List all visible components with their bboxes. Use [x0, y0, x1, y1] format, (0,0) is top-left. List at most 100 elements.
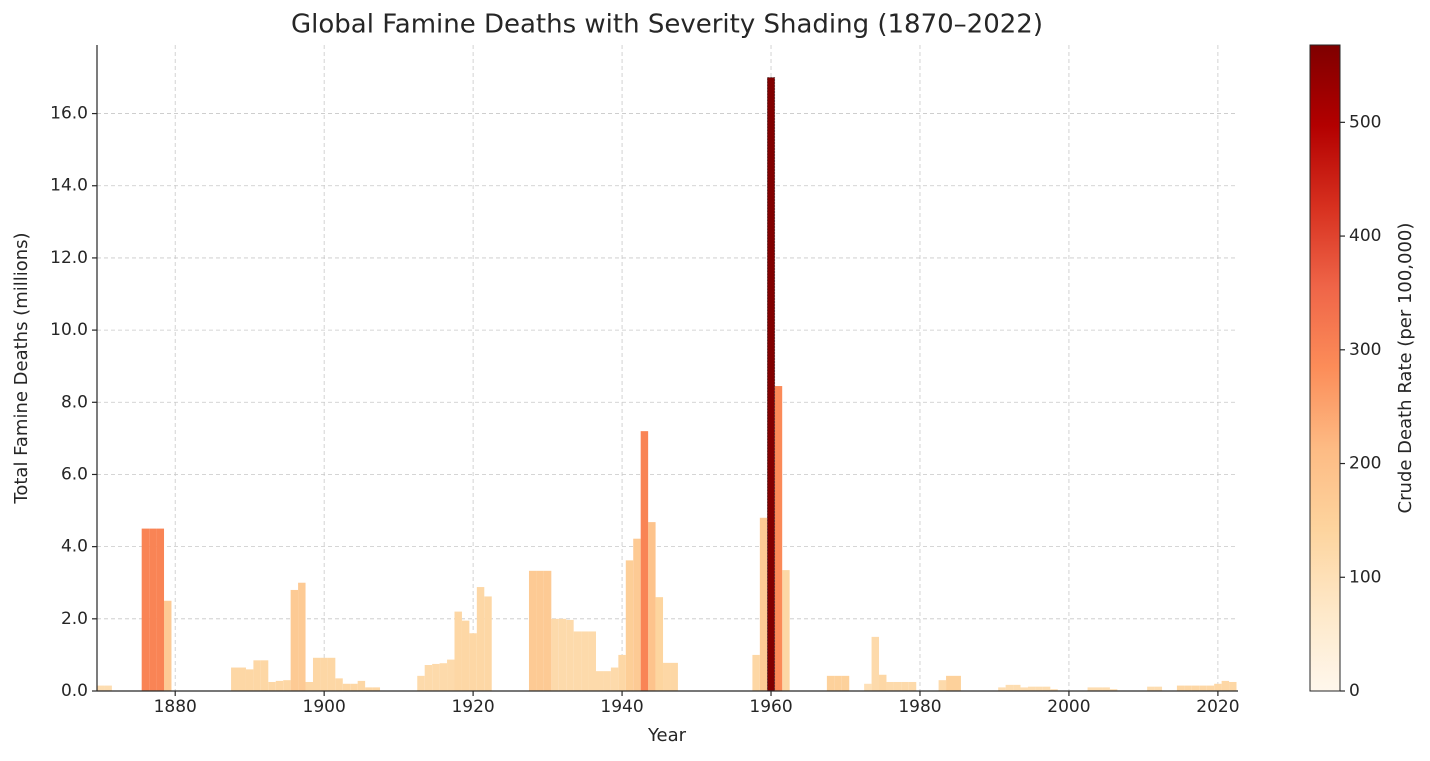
x-tick-label: 1920	[451, 697, 494, 717]
bar	[588, 631, 597, 691]
bar	[298, 582, 306, 691]
bar	[305, 681, 313, 691]
bar	[357, 680, 366, 691]
bar	[901, 681, 909, 691]
bar	[558, 618, 567, 691]
bar	[1095, 687, 1103, 691]
bar	[149, 528, 157, 691]
colorbar	[1309, 44, 1341, 692]
bar	[156, 528, 165, 691]
bar	[536, 570, 544, 691]
colorbar-tick-label: 200	[1349, 454, 1381, 474]
colorbar-tick-label: 100	[1349, 567, 1381, 587]
bar	[1109, 689, 1118, 691]
bar	[1013, 684, 1021, 691]
bar	[1035, 686, 1043, 691]
x-tick-label: 2000	[1047, 697, 1090, 717]
bar	[618, 654, 626, 691]
bar	[290, 589, 299, 691]
bar	[454, 611, 462, 691]
bar	[528, 570, 537, 691]
bar	[327, 657, 336, 691]
bar	[1184, 685, 1192, 691]
bar	[283, 680, 291, 691]
bar	[312, 657, 321, 691]
x-tick-label: 1940	[600, 697, 643, 717]
bar	[275, 680, 284, 691]
bar	[1042, 686, 1051, 691]
bar	[1020, 687, 1028, 691]
bar	[1221, 680, 1230, 691]
bar	[1206, 685, 1215, 691]
bar	[782, 570, 790, 691]
bar	[938, 680, 947, 691]
bar	[1176, 685, 1185, 691]
bar	[655, 597, 664, 691]
bar	[946, 675, 954, 691]
bar	[953, 675, 961, 691]
bar	[447, 659, 455, 691]
bar	[432, 663, 440, 691]
bar	[335, 678, 343, 691]
x-tick-label: 1980	[898, 697, 941, 717]
bar	[752, 654, 760, 691]
bar	[573, 631, 582, 691]
bar	[260, 660, 269, 691]
bar	[424, 665, 433, 691]
bar	[1050, 689, 1058, 691]
bar	[871, 636, 880, 691]
bar	[596, 671, 604, 691]
bar	[372, 687, 381, 691]
y-tick-label: 16.0	[50, 104, 88, 124]
bar	[417, 675, 425, 691]
bar	[603, 671, 611, 691]
y-tick-label: 2.0	[61, 609, 88, 629]
bar	[886, 681, 894, 691]
bar	[97, 685, 105, 691]
colorbar-tick-label: 500	[1349, 112, 1381, 132]
bar	[551, 618, 559, 691]
bar	[864, 683, 872, 691]
x-tick-label: 2020	[1196, 697, 1239, 717]
bar	[893, 681, 902, 691]
bar	[164, 600, 172, 691]
bar	[1199, 685, 1207, 691]
bar	[484, 596, 492, 691]
bar	[350, 683, 358, 691]
bar	[1102, 687, 1110, 691]
bar	[1154, 686, 1163, 691]
bar	[908, 681, 917, 691]
x-axis-label: Year	[647, 725, 687, 746]
bar	[141, 528, 150, 691]
bar	[610, 667, 619, 691]
bar	[320, 657, 328, 691]
bar	[1027, 686, 1036, 691]
y-tick-label: 12.0	[50, 248, 88, 268]
bar	[879, 674, 887, 691]
bar	[834, 675, 842, 691]
bar	[1214, 683, 1222, 691]
chart-title: Global Famine Deaths with Severity Shadi…	[291, 10, 1043, 40]
bar	[759, 517, 768, 691]
bar	[238, 667, 246, 691]
bar	[245, 669, 254, 691]
bar	[1005, 684, 1014, 691]
y-tick-label: 14.0	[50, 176, 88, 196]
bar	[439, 663, 448, 691]
bar	[998, 687, 1006, 691]
bar	[774, 386, 783, 691]
bar	[365, 687, 373, 691]
y-tick-label: 6.0	[61, 464, 88, 484]
y-tick-label: 0.0	[61, 681, 88, 701]
bar	[476, 587, 485, 691]
bar	[640, 431, 649, 691]
y-tick-label: 8.0	[61, 392, 88, 412]
x-tick-label: 1960	[749, 697, 792, 717]
x-tick-label: 1880	[154, 697, 197, 717]
bar	[841, 675, 850, 691]
bar	[543, 570, 552, 691]
bar	[625, 560, 634, 691]
bar	[581, 631, 589, 691]
y-tick-label: 10.0	[50, 320, 88, 340]
colorbar-tick-label: 0	[1349, 681, 1360, 701]
